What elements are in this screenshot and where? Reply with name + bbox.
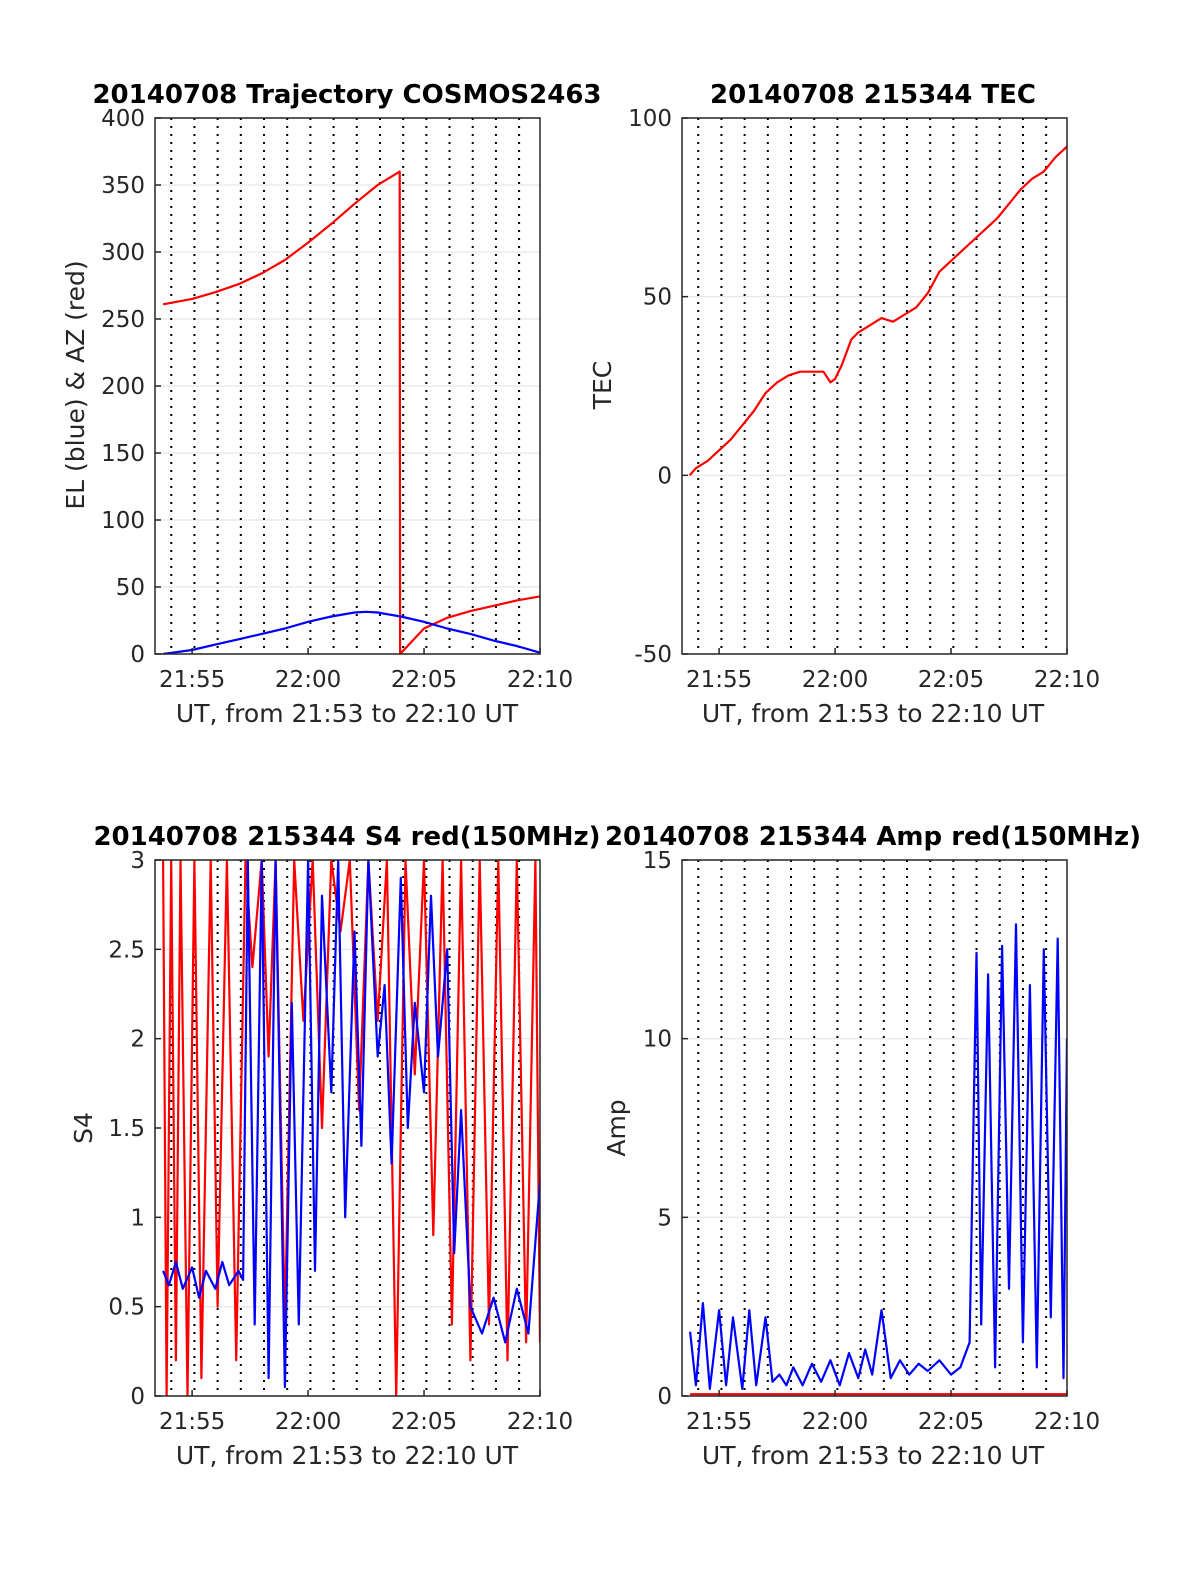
tec-x-tick-label: 22:05 [918, 667, 984, 693]
amp-y-tick-label: 5 [657, 1205, 672, 1231]
s4-panel: 20140708 215344 S4 red(150MHz) UT, from … [69, 822, 601, 1470]
trajectory-x-tick-label: 21:55 [159, 667, 225, 693]
s4-x-tick-label: 22:10 [507, 1409, 573, 1435]
tec-axes-box [681, 117, 1068, 655]
trajectory-y-tick-label: 100 [101, 508, 145, 534]
trajectory-y-tick-label: 50 [116, 575, 145, 601]
s4-y-tick-label: 0.5 [108, 1295, 145, 1321]
trajectory-series-el [162, 610, 540, 654]
s4-y-tick-label: 3 [130, 848, 145, 874]
tec-title: 20140708 215344 TEC [710, 80, 1036, 110]
trajectory-y-tick-label: 0 [130, 642, 145, 668]
amp-x-tick-label: 22:05 [918, 1409, 984, 1435]
trajectory-y-label: EL (blue) & AZ (red) [61, 260, 90, 509]
s4-y-label: S4 [69, 1112, 98, 1144]
s4-y-tick-label: 1.5 [108, 1116, 145, 1142]
amp-panel: 20140708 215344 Amp red(150MHz) UT, from… [602, 822, 1141, 1470]
amp-y-tick-label: 0 [657, 1384, 672, 1410]
amp-x-label: UT, from 21:53 to 22:10 UT [702, 1441, 1045, 1470]
s4-x-label: UT, from 21:53 to 22:10 UT [176, 1441, 519, 1470]
s4-plot-area: 21:55 22:00 22:05 22:10 0 0.5 1 1.5 2 2.5 3 [108, 848, 573, 1435]
trajectory-panel: 20140708 Trajectory COSMOS2463 UT, from … [61, 80, 602, 728]
amp-plot-area: 21:55 22:00 22:05 22:10 0 5 10 15 [643, 848, 1100, 1435]
tec-y-tick-label: 100 [628, 106, 672, 132]
trajectory-y-tick-label: 400 [101, 106, 145, 132]
trajectory-y-tick-label: 250 [101, 307, 145, 333]
trajectory-x-tick-label: 22:05 [391, 667, 457, 693]
amp-x-tick-label: 22:10 [1034, 1409, 1100, 1435]
tec-panel: 20140708 215344 TEC UT, from 21:53 to 22… [588, 80, 1100, 728]
tec-y-tick-label: 0 [657, 463, 672, 489]
amp-title: 20140708 215344 Amp red(150MHz) [605, 822, 1141, 852]
tec-x-tick-label: 21:55 [686, 667, 752, 693]
tec-x-label: UT, from 21:53 to 22:10 UT [702, 699, 1045, 728]
tec-y-label: TEC [588, 361, 617, 411]
s4-x-tick-label: 22:00 [275, 1409, 341, 1435]
s4-y-tick-label: 2.5 [108, 937, 145, 963]
amp-y-tick-label: 10 [643, 1027, 672, 1053]
tec-plot-area: 21:55 22:00 22:05 22:10 -50 0 50 100 [628, 106, 1100, 693]
s4-y-tick-label: 0 [130, 1384, 145, 1410]
trajectory-y-tick-label: 350 [101, 173, 145, 199]
tec-series-tec [688, 145, 1067, 477]
s4-y-tick-label: 2 [130, 1027, 145, 1053]
trajectory-y-tick-label: 200 [101, 374, 145, 400]
s4-x-tick-label: 21:55 [159, 1409, 225, 1435]
s4-series-s4_blue [162, 860, 540, 1389]
trajectory-series-az [162, 170, 540, 654]
trajectory-x-label: UT, from 21:53 to 22:10 UT [176, 699, 519, 728]
trajectory-y-tick-label: 300 [101, 240, 145, 266]
trajectory-x-tick-label: 22:10 [507, 667, 573, 693]
s4-y-tick-label: 1 [130, 1205, 145, 1231]
amp-y-tick-label: 15 [643, 848, 672, 874]
trajectory-y-tick-label: 150 [101, 441, 145, 467]
amp-y-label: Amp [602, 1099, 631, 1156]
trajectory-plot-area: 21:55 22:00 22:05 22:10 0 50 100 150 200 250 300 35… [101, 106, 573, 693]
amp-axes-box [681, 859, 1068, 1397]
tec-x-tick-label: 22:00 [802, 667, 868, 693]
trajectory-title: 20140708 Trajectory COSMOS2463 [92, 80, 601, 110]
s4-series-s4_red [162, 860, 540, 1396]
amp-x-tick-label: 21:55 [686, 1409, 752, 1435]
tec-y-tick-label: 50 [643, 285, 672, 311]
amp-series-amp_blue [689, 923, 1067, 1391]
s4-title: 20140708 215344 S4 red(150MHz) [93, 822, 600, 852]
trajectory-x-tick-label: 22:00 [275, 667, 341, 693]
amp-x-tick-label: 22:00 [802, 1409, 868, 1435]
tec-x-tick-label: 22:10 [1034, 667, 1100, 693]
s4-x-tick-label: 22:05 [391, 1409, 457, 1435]
tec-y-tick-label: -50 [634, 642, 672, 668]
